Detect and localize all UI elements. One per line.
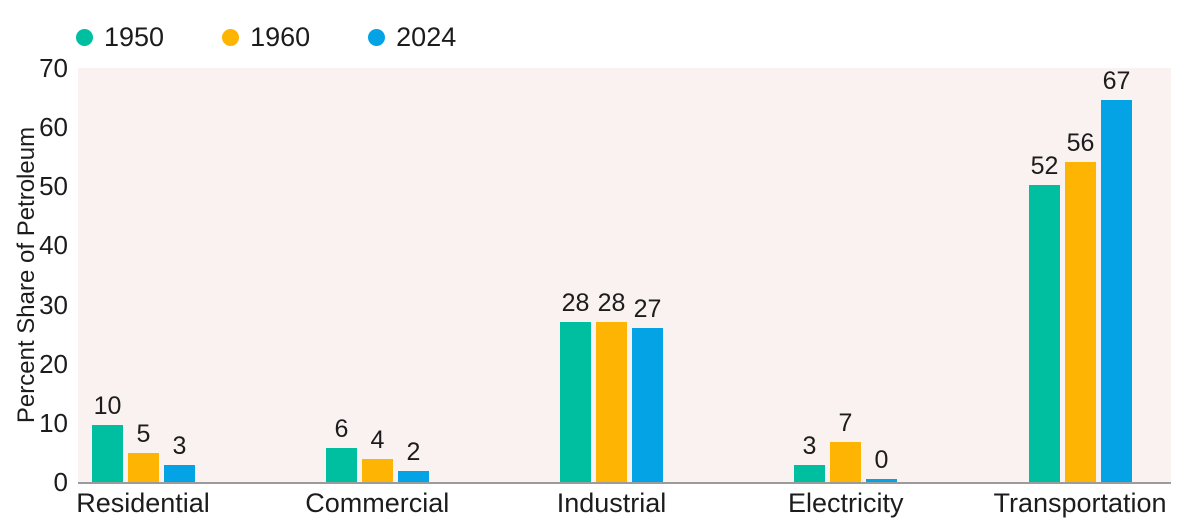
legend-item-1950: 1950 bbox=[76, 24, 164, 51]
category-label-transportation: Transportation bbox=[993, 488, 1167, 518]
bar-value-2024-electricity: 0 bbox=[874, 446, 889, 474]
bar-value-1950-electricity: 3 bbox=[802, 432, 817, 460]
bar-2024-commercial bbox=[398, 471, 429, 482]
bar-1960-residential bbox=[128, 453, 159, 482]
bar-2024-transportation bbox=[1101, 100, 1132, 482]
bar-value-2024-industrial: 27 bbox=[633, 295, 662, 323]
bar-value-1960-residential: 5 bbox=[136, 420, 151, 448]
bar-2024-electricity bbox=[866, 479, 897, 482]
legend-dot-2024 bbox=[368, 29, 386, 46]
category-label-electricity: Electricity bbox=[788, 488, 904, 518]
bar-2024-industrial bbox=[632, 328, 663, 482]
y-tick-30: 30 bbox=[39, 289, 68, 320]
legend-item-1960: 1960 bbox=[222, 24, 310, 51]
y-axis-title: Percent Share of Petroleum bbox=[13, 126, 40, 424]
y-tick-50: 50 bbox=[39, 171, 68, 202]
bar-1950-industrial bbox=[560, 322, 591, 482]
bar-value-2024-commercial: 2 bbox=[406, 438, 421, 466]
category-label-commercial: Commercial bbox=[305, 488, 450, 518]
bar-1960-industrial bbox=[596, 322, 627, 482]
y-tick-60: 60 bbox=[39, 112, 68, 143]
y-tick-0: 0 bbox=[53, 467, 68, 497]
bar-1950-electricity bbox=[794, 465, 825, 482]
bar-value-1960-transportation: 56 bbox=[1066, 129, 1095, 157]
legend-label: 2024 bbox=[396, 22, 457, 52]
bar-value-1950-industrial: 28 bbox=[561, 289, 590, 317]
bar-1950-commercial bbox=[326, 448, 357, 482]
bar-1960-transportation bbox=[1065, 162, 1096, 482]
bar-2024-residential bbox=[164, 465, 195, 482]
bar-value-1960-industrial: 28 bbox=[597, 289, 626, 317]
bar-1950-transportation bbox=[1029, 185, 1060, 482]
legend-dot-1950 bbox=[76, 29, 93, 46]
bar-1960-electricity bbox=[830, 442, 861, 482]
bar-value-1960-electricity: 7 bbox=[838, 409, 853, 437]
bar-value-2024-transportation: 67 bbox=[1102, 67, 1131, 95]
y-tick-40: 40 bbox=[39, 230, 68, 261]
chart-legend: 1950 1960 2024 bbox=[76, 24, 514, 51]
category-label-residential: Residential bbox=[76, 488, 210, 518]
y-tick-10: 10 bbox=[39, 407, 68, 438]
bar-value-2024-residential: 3 bbox=[172, 432, 187, 460]
x-axis-line bbox=[78, 482, 1171, 484]
bar-value-1950-transportation: 52 bbox=[1030, 152, 1059, 180]
legend-label: 1960 bbox=[250, 22, 311, 52]
bar-value-1950-residential: 10 bbox=[93, 392, 122, 420]
y-tick-20: 20 bbox=[39, 348, 68, 379]
y-tick-70: 70 bbox=[39, 53, 68, 83]
bar-1950-residential bbox=[92, 425, 123, 482]
bar-1960-commercial bbox=[362, 459, 393, 482]
bar-value-1950-commercial: 6 bbox=[334, 415, 349, 443]
plot-area: 10 5 3 6 4 2 28 28 27 3 7 0 52 56 67 bbox=[78, 67, 1171, 484]
bar-value-1960-commercial: 4 bbox=[370, 426, 385, 454]
category-label-industrial: Industrial bbox=[556, 488, 667, 518]
legend-label: 1950 bbox=[104, 22, 165, 52]
legend-dot-1960 bbox=[222, 29, 240, 46]
legend-item-2024: 2024 bbox=[368, 24, 456, 51]
